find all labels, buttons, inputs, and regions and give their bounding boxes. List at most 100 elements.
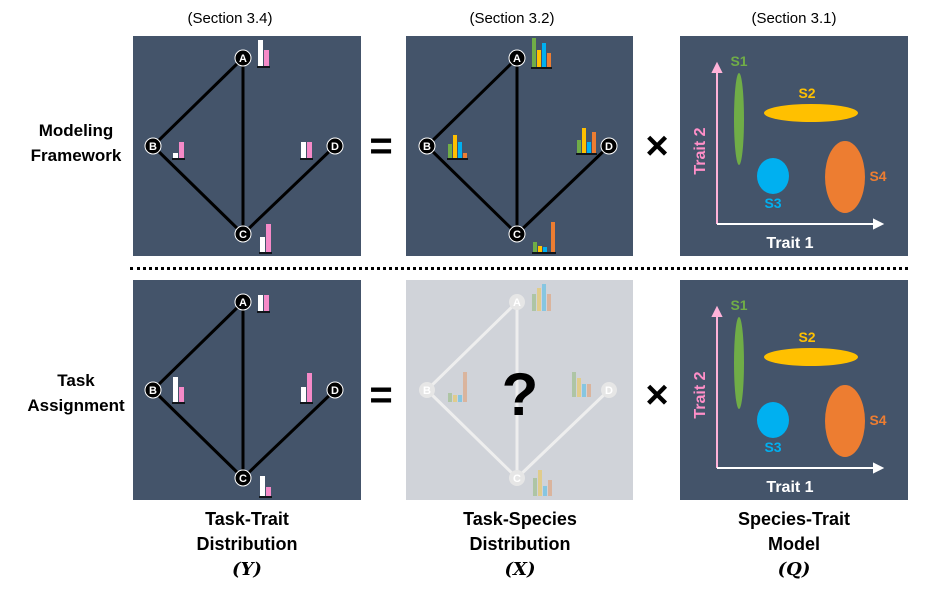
x-axis xyxy=(717,462,885,474)
trait-bars-a xyxy=(257,295,270,313)
svg-text:B: B xyxy=(149,141,157,153)
task-trait-panel-bottom: A B C D xyxy=(133,280,361,500)
graph-node-a: A xyxy=(508,49,526,67)
species-trait-panel-top: Trait 2 Trait 1 S1 S2 S3 S4 xyxy=(680,36,908,256)
species-s4-label: S4 xyxy=(869,168,886,184)
svg-text:B: B xyxy=(423,141,431,153)
species-s3-ellipse xyxy=(757,158,789,194)
graph-node-a: A xyxy=(509,294,525,310)
section-label-y: (Section 3.4) xyxy=(187,10,273,27)
trait-2-axis-label: Trait 2 xyxy=(692,371,709,418)
caption-line-2: Distribution xyxy=(196,534,298,554)
trait-1-axis-label: Trait 1 xyxy=(766,235,813,252)
row-label-modeling-framework: Modeling Framework xyxy=(16,118,136,168)
task-species-panel-unknown: A B C D ? xyxy=(406,280,633,500)
svg-text:D: D xyxy=(605,141,613,153)
species-bars-b xyxy=(447,135,468,160)
row-label-line-1: Modeling xyxy=(38,121,114,140)
species-bars-c xyxy=(532,222,556,254)
species-s1-label: S1 xyxy=(730,297,747,313)
graph-node-b: B xyxy=(419,382,435,398)
svg-text:A: A xyxy=(513,53,521,65)
graph-node-d: D xyxy=(326,137,344,155)
graph-node-d: D xyxy=(326,381,344,399)
species-s1-label: S1 xyxy=(730,53,747,69)
species-s4-ellipse xyxy=(825,141,865,213)
caption-symbol: (Y) xyxy=(232,559,262,580)
svg-text:B: B xyxy=(149,385,157,397)
species-bars-c xyxy=(533,470,552,496)
trait-bars-b xyxy=(172,377,185,404)
graph-node-c: C xyxy=(508,225,526,243)
trait-1-axis-label: Trait 1 xyxy=(766,479,813,496)
trait-bars-a xyxy=(257,40,270,68)
species-s1-ellipse xyxy=(734,317,744,409)
y-axis xyxy=(711,305,723,468)
graph-node-a: A xyxy=(234,293,252,311)
y-axis xyxy=(711,61,723,224)
graph-node-c: C xyxy=(509,470,525,486)
task-species-panel-top: A B C D xyxy=(406,36,633,256)
equals-operator-top: = xyxy=(369,124,393,168)
species-s2-ellipse xyxy=(764,348,858,366)
trait-2-axis-label: Trait 2 xyxy=(692,127,709,174)
species-s4-ellipse xyxy=(825,385,865,457)
svg-text:A: A xyxy=(513,297,521,309)
svg-text:A: A xyxy=(239,297,247,309)
species-s3-label: S3 xyxy=(764,439,781,455)
svg-text:C: C xyxy=(239,229,247,241)
row-label-line-1: Task xyxy=(57,371,95,390)
species-bars-d xyxy=(576,128,597,155)
species-s4-label: S4 xyxy=(869,412,886,428)
species-bars-d xyxy=(572,372,591,397)
species-s3-label: S3 xyxy=(764,195,781,211)
graph-node-b: B xyxy=(418,137,436,155)
graph-node-b: B xyxy=(144,381,162,399)
species-s2-label: S2 xyxy=(798,329,815,345)
svg-text:B: B xyxy=(423,385,431,397)
section-label-q: (Section 3.1) xyxy=(751,10,837,27)
species-bars-a xyxy=(531,38,552,69)
svg-text:D: D xyxy=(331,141,339,153)
section-label-x: (Section 3.2) xyxy=(469,10,555,27)
caption-symbol: (Q) xyxy=(777,559,811,580)
task-trait-panel-top: A B C D xyxy=(133,36,361,256)
species-s3-ellipse xyxy=(757,402,789,438)
svg-text:D: D xyxy=(331,385,339,397)
species-bars-a xyxy=(532,284,551,311)
caption-line-2: Model xyxy=(768,534,820,554)
caption-task-trait: Task-Trait Distribution (Y) xyxy=(137,507,357,582)
x-axis xyxy=(717,218,885,230)
trait-bars-d xyxy=(300,373,313,404)
caption-species-trait: Species-Trait Model (Q) xyxy=(684,507,904,582)
row-label-line-2: Framework xyxy=(30,146,122,165)
graph-node-a: A xyxy=(234,49,252,67)
caption-line-1: Task-Species xyxy=(463,509,577,529)
row-divider xyxy=(130,267,908,270)
svg-text:A: A xyxy=(239,53,247,65)
unknown-question-mark: ? xyxy=(502,361,539,428)
row-label-line-2: Assignment xyxy=(27,396,125,415)
graph-node-c: C xyxy=(234,225,252,243)
graph-node-d: D xyxy=(600,137,618,155)
trait-bars-b xyxy=(172,142,185,160)
caption-line-2: Distribution xyxy=(469,534,571,554)
svg-text:C: C xyxy=(513,229,521,241)
svg-text:C: C xyxy=(239,473,247,485)
graph-node-d: D xyxy=(601,382,617,398)
svg-text:D: D xyxy=(605,385,613,397)
trait-bars-d xyxy=(300,142,313,160)
graph-node-c: C xyxy=(234,469,252,487)
species-s2-label: S2 xyxy=(798,85,815,101)
trait-bars-c xyxy=(259,476,272,498)
trait-bars-c xyxy=(259,224,272,254)
caption-line-1: Species-Trait xyxy=(737,509,851,529)
caption-task-species: Task-Species Distribution (X) xyxy=(410,507,630,582)
species-bars-b xyxy=(448,372,467,402)
caption-symbol: (X) xyxy=(504,559,536,580)
times-operator-bottom: × xyxy=(645,373,669,417)
graph-node-b: B xyxy=(144,137,162,155)
species-s1-ellipse xyxy=(734,73,744,165)
species-trait-panel-bottom: Trait 2 Trait 1 S1 S2 S3 S4 xyxy=(680,280,908,500)
caption-line-1: Task-Trait xyxy=(205,509,289,529)
